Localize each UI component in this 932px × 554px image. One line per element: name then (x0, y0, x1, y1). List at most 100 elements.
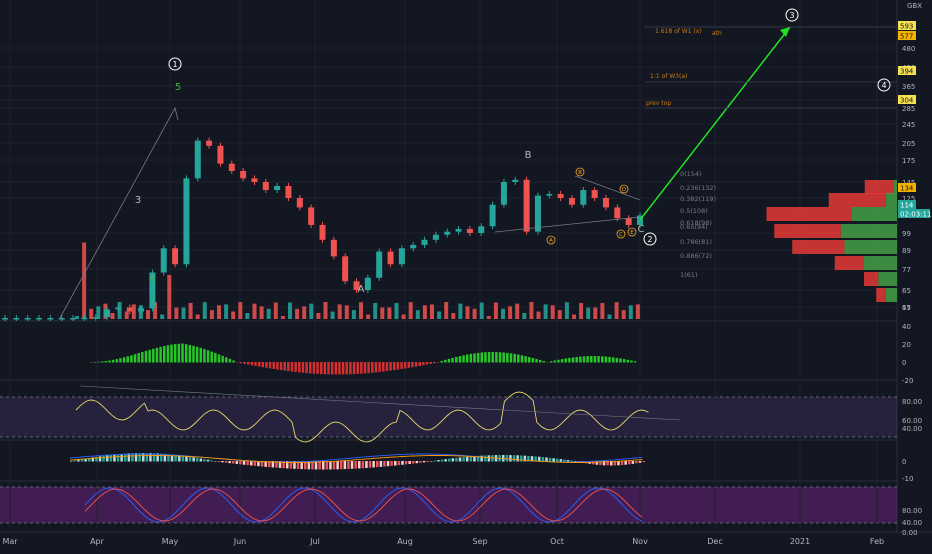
macd-bar (253, 461, 257, 466)
macd-bar (142, 453, 145, 462)
osc-bar (374, 362, 378, 373)
wave-circle-icon (785, 8, 799, 22)
osc-bar (513, 353, 516, 363)
macd-bar (484, 455, 487, 462)
macd-bar (336, 461, 339, 470)
price-badge (898, 209, 930, 218)
macd-bar (566, 460, 570, 462)
macd-bar (372, 461, 375, 468)
osc-bar (608, 356, 611, 363)
volume-bar (252, 303, 257, 319)
macd-bar (602, 461, 606, 466)
osc-bar (476, 352, 480, 363)
candle-body (217, 145, 224, 164)
time-tick-label: Oct (550, 537, 564, 546)
osc-bar (199, 347, 202, 363)
macd-bar (329, 461, 332, 470)
volume-profile-buy (840, 224, 897, 238)
macd-bar (556, 458, 559, 462)
osc-bar (418, 362, 421, 366)
time-tick-label: Nov (632, 537, 648, 546)
macd-bar (570, 460, 573, 462)
osc-bar (520, 355, 524, 363)
time-tick-label: May (162, 537, 179, 546)
macd-bar (239, 461, 242, 465)
volume-bar (543, 304, 548, 319)
osc-bar (473, 353, 476, 363)
candle-body (557, 194, 564, 198)
osc-bar (279, 362, 283, 371)
volume-bar (430, 304, 434, 319)
fib-levels: 0(154) 0.236(132) 0.382(119) 0.5(108) 0.618(… (680, 170, 716, 279)
volume-bar (465, 306, 470, 319)
volume-bar (600, 303, 605, 319)
macd-bar (131, 453, 134, 462)
macd-bar (462, 457, 465, 462)
osc-bar (502, 352, 505, 363)
osc-bar (330, 362, 334, 375)
macd-bar (70, 461, 73, 462)
price-badge-label: 02:03:11 (900, 211, 931, 219)
osc-bar (97, 361, 100, 363)
candle-body (444, 231, 451, 235)
osc-bar (265, 362, 268, 368)
osc-bar (305, 362, 308, 374)
volume-bar (295, 308, 300, 319)
macd-bar (613, 461, 617, 466)
osc-bar (155, 347, 159, 363)
candle-body (172, 248, 179, 265)
osc-bar (560, 359, 564, 363)
stochastic-lines (84, 487, 643, 523)
fib-level-label: 0.5(108) (680, 207, 708, 215)
sub-wave-label: E (630, 230, 634, 236)
macd-bar (563, 459, 566, 462)
fib-level-label: 0(154) (680, 170, 702, 178)
candle-body (353, 281, 360, 290)
osc-bar (396, 362, 400, 370)
macd-bar (595, 461, 599, 465)
osc-bar (250, 362, 254, 366)
price-tick-label: 125 (902, 195, 915, 203)
price-tick-label: 245 (902, 121, 915, 129)
macd-bar (354, 461, 357, 469)
volume-bar (529, 302, 534, 319)
osc-bar (210, 351, 213, 363)
price-tick-label: 89 (902, 247, 911, 255)
rsi-trendline (79, 385, 681, 421)
volume-bar (472, 308, 477, 319)
candle-body (625, 218, 632, 225)
macd-bar (232, 461, 235, 464)
macd-bar (95, 456, 98, 462)
osc-bar (181, 343, 184, 363)
macd-bar (170, 454, 174, 462)
price-tick-label: 175 (902, 157, 915, 165)
macd-bar (642, 461, 645, 463)
wave-line (59, 106, 179, 319)
osc-bar (403, 362, 407, 369)
pane-tick-label: -10 (902, 475, 913, 483)
macd-bar (228, 461, 231, 464)
candle-body (478, 226, 485, 233)
osc-bar (444, 359, 447, 363)
volume-profile-sell (864, 180, 894, 194)
price-badge-label: 134 (900, 185, 914, 193)
osc-bar (287, 362, 290, 372)
macd-bar (293, 461, 296, 469)
volume-bar (153, 302, 158, 319)
macd-bar (325, 461, 329, 470)
candle-body (2, 318, 8, 320)
candles (2, 137, 643, 321)
volume-bar (373, 302, 378, 319)
candle-body (58, 318, 65, 320)
osc-bar (177, 343, 181, 363)
volume-bar (309, 303, 314, 319)
osc-bar (626, 359, 630, 363)
osc-bar (367, 362, 370, 374)
macd-bar (77, 459, 80, 462)
volume-profile-buy (852, 207, 897, 221)
candle-body (240, 171, 247, 179)
macd-bar (412, 461, 415, 464)
osc-bar (389, 362, 392, 371)
